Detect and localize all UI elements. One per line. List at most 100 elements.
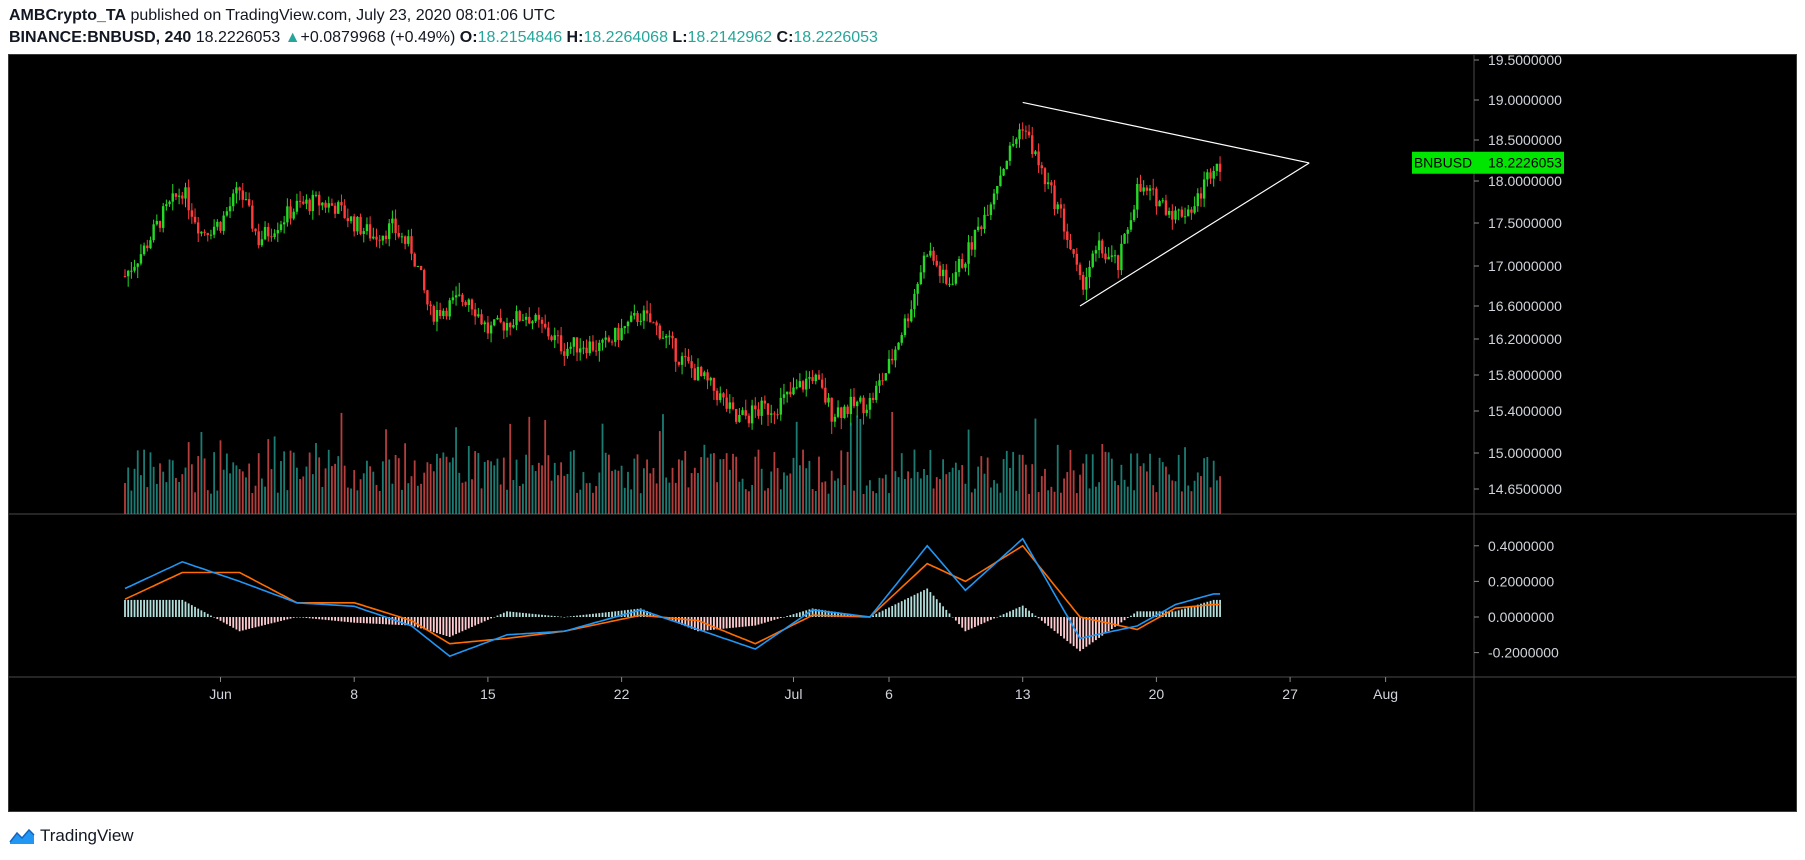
volume-bar (862, 493, 865, 514)
volume-bar (1180, 491, 1183, 514)
candle-body (795, 387, 798, 389)
volume-bar (1136, 453, 1139, 514)
candle-body (801, 381, 805, 390)
candle-body (910, 309, 913, 322)
volume-bar (299, 478, 301, 514)
volume-bar (331, 466, 333, 514)
price-chart[interactable]: 19.5000000 19.0000000 18.5000000 18.0000000… (9, 55, 1796, 811)
volume-bar (1037, 492, 1040, 514)
candle-body (884, 373, 888, 381)
macd-hist-bar (509, 611, 512, 617)
macd-hist-bar (904, 599, 906, 617)
candle-body (311, 194, 315, 212)
macd-hist-bar (1155, 611, 1158, 617)
candle-body (747, 415, 751, 424)
candle-body (871, 397, 875, 400)
volume-bar (935, 477, 938, 514)
candle-body (607, 337, 611, 342)
candle-body (1202, 179, 1206, 199)
macd-hist-bar (302, 617, 305, 618)
volume-bar (620, 465, 623, 514)
candle-body (626, 321, 630, 327)
macd-hist-bar (467, 617, 470, 629)
volume-bar (572, 450, 575, 514)
candle-body (400, 236, 404, 238)
candle-body (314, 194, 318, 196)
chart-header: AMBCrypto_TA published on TradingView.co… (0, 0, 1805, 54)
candle-body (1081, 275, 1085, 290)
candle-body (999, 175, 1002, 186)
candle-body (1123, 233, 1126, 244)
macd-hist-bar (588, 614, 591, 617)
macd-hist-bar (1060, 617, 1062, 636)
volume-bar (286, 490, 289, 514)
price-tag: 18.2226053 (1488, 155, 1562, 171)
macd-hist-bar (464, 617, 467, 630)
candle-body (878, 380, 881, 386)
volume-bar (448, 462, 451, 514)
volume-bar (1044, 468, 1046, 514)
candle-body (591, 341, 595, 351)
volume-bar (385, 429, 387, 514)
candle-body (279, 224, 283, 231)
candle-body (270, 236, 273, 238)
macd-hist-bar (162, 599, 165, 617)
candle-body (267, 227, 270, 237)
macd-hist-bar (1171, 611, 1174, 617)
candle-body (598, 342, 601, 352)
volume-bar (401, 489, 403, 514)
macd-hist-bar (560, 616, 563, 618)
volume-bar (1215, 480, 1218, 514)
high-label: H: (566, 29, 584, 46)
candle-body (1072, 249, 1075, 254)
candle-body (699, 366, 703, 377)
macd-hist-bar (811, 608, 814, 617)
macd-hist-bar (1056, 617, 1059, 634)
volume-bar (140, 475, 142, 514)
macd-hist-bar (1047, 617, 1050, 626)
volume-bar (537, 462, 540, 514)
volume-bar (146, 487, 149, 514)
candle-body (1097, 240, 1101, 251)
volume-bar (340, 412, 343, 514)
volume-bar (865, 485, 868, 514)
volume-bar (1015, 490, 1018, 514)
candle-body (388, 223, 391, 240)
macd-hist-bar (222, 617, 225, 623)
candle-body (216, 221, 219, 227)
volume-bar (366, 460, 368, 514)
candle-body (712, 377, 716, 391)
last-price: 18.2226053 (195, 29, 281, 46)
volume-bar (1082, 463, 1085, 514)
candle-body (493, 319, 496, 326)
volume-bar (986, 457, 989, 514)
macd-hist-bar (1215, 599, 1218, 617)
candle-body (139, 254, 143, 264)
volume-bar (690, 473, 693, 514)
macd-hist-bar (273, 617, 276, 623)
candle-body (426, 290, 429, 305)
candle-body (1145, 187, 1149, 191)
volume-bar (974, 488, 976, 514)
candle-body (989, 204, 993, 216)
volume-bar (932, 488, 935, 514)
symbol-label[interactable]: BINANCE:BNBUSD, 240 (9, 29, 192, 46)
macd-hist-bar (678, 617, 680, 624)
macd-hist-bar (334, 617, 336, 621)
macd-hist-bar (907, 598, 909, 617)
macd-hist-bar (308, 617, 311, 619)
volume-bar (910, 478, 913, 514)
publisher-name[interactable]: AMBCrypto_TA (9, 7, 127, 24)
volume-bar (617, 470, 620, 514)
tradingview-brand[interactable]: TradingView (9, 826, 134, 846)
candle-body (932, 250, 935, 261)
chart-frame[interactable]: 19.5000000 19.0000000 18.5000000 18.0000000… (8, 54, 1797, 812)
current-price-label: BNBUSD 18.2226053 (1412, 151, 1564, 174)
volume-bar (668, 482, 671, 514)
macd-hist-bar (719, 617, 722, 630)
candle-body (1113, 255, 1117, 257)
candle-body (1078, 264, 1082, 276)
candle-body (728, 402, 732, 409)
macd-hist-bar (614, 611, 617, 617)
candle-body (1075, 253, 1079, 265)
